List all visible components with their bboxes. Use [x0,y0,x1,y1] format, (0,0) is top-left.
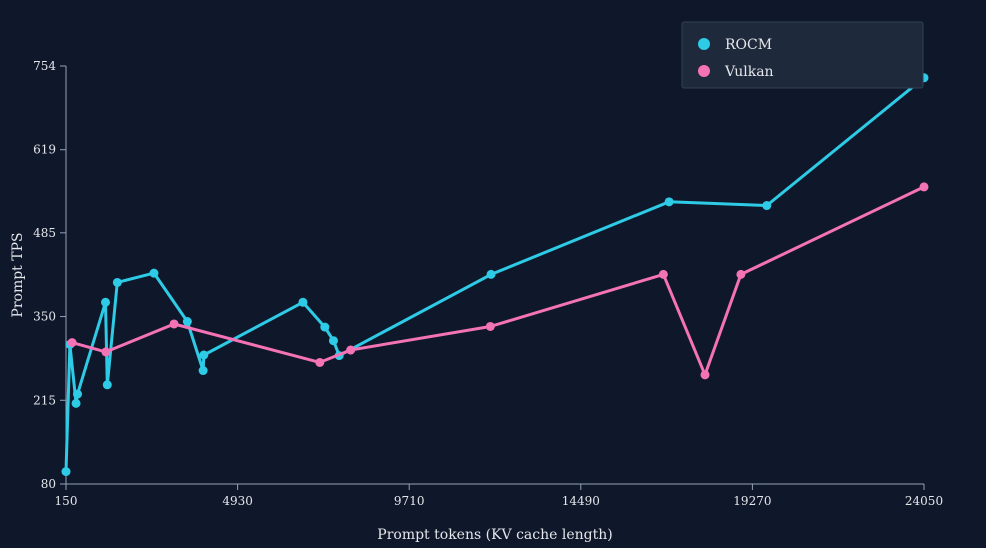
y-tick-label: 485 [33,226,56,240]
series-line-vulkan [70,185,926,377]
x-tick-label: 14490 [562,494,600,508]
data-point-vulkan [658,269,668,279]
chart-axes [65,66,924,485]
legend: ROCM Vulkan [681,21,924,89]
data-point-vulkan [346,345,356,355]
x-tick-label: 24050 [905,494,943,508]
data-point-rocm [328,336,338,346]
legend-label-vulkan: Vulkan [724,64,774,80]
data-point-rocm [100,297,110,307]
data-point-rocm [112,277,122,287]
plot-area [61,73,929,477]
x-tick-label: 150 [55,494,78,508]
data-point-rocm [486,269,496,279]
legend-label-rocm: ROCM [725,37,772,53]
x-tick-label: 19270 [733,494,771,508]
data-point-rocm [61,467,71,477]
legend-box [681,21,924,89]
data-point-vulkan [67,338,77,348]
data-point-rocm [298,297,308,307]
y-tick-label: 754 [33,59,56,73]
data-point-rocm [664,197,674,207]
y-tick-label: 350 [33,310,56,324]
y-axis-label: Prompt TPS [10,232,26,317]
data-point-vulkan [315,357,325,367]
y-tick-label: 80 [41,477,56,491]
legend-marker-rocm [698,38,710,50]
y-tick-label: 215 [33,393,56,407]
x-axis-ticks: 150 4930 9710 14490 19270 24050 [55,484,943,508]
data-point-vulkan [919,182,929,192]
data-point-vulkan [700,370,710,380]
x-tick-label: 9710 [394,494,425,508]
data-point-rocm [199,350,209,360]
data-point-rocm [72,389,82,399]
data-point-rocm [182,317,192,327]
data-point-rocm [320,322,330,332]
data-point-rocm [71,398,81,408]
x-axis-label: Prompt tokens (KV cache length) [377,527,612,543]
y-axis-ticks: 80 215 350 485 619 754 [33,59,66,491]
x-tick-label: 4930 [222,494,253,508]
data-point-vulkan [169,319,179,329]
data-point-rocm [102,380,112,390]
data-point-vulkan [485,321,495,331]
legend-marker-vulkan [698,65,710,77]
data-point-vulkan [736,269,746,279]
data-point-rocm [149,268,159,278]
data-point-rocm [198,366,208,376]
y-tick-label: 619 [33,143,56,157]
data-point-vulkan [101,347,111,357]
data-point-rocm [762,201,772,211]
